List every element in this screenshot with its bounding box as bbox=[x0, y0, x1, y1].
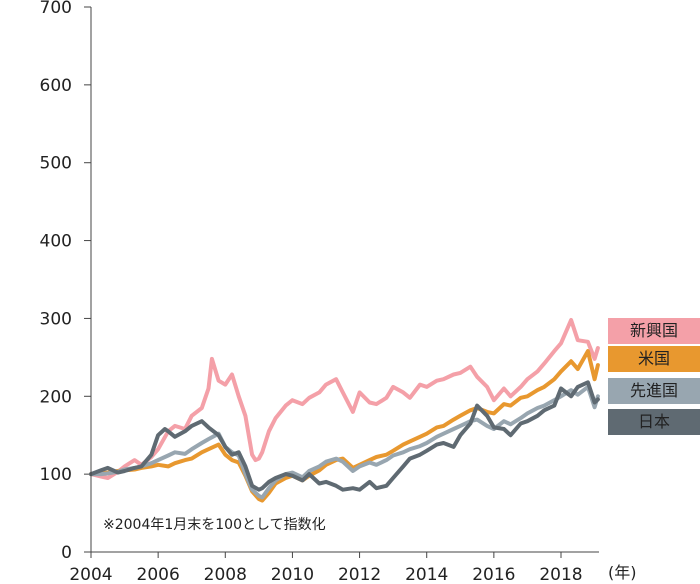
y-tick-label: 0 bbox=[61, 543, 72, 563]
legend-us: 米国 bbox=[608, 346, 700, 372]
legend-japan-label: 日本 bbox=[637, 412, 670, 431]
legend-developed: 先進国 bbox=[608, 378, 700, 404]
x-tick-label: 2014 bbox=[405, 565, 448, 584]
y-tick-label: 400 bbox=[40, 232, 72, 252]
y-tick-label: 500 bbox=[40, 154, 72, 174]
y-tick-label: 600 bbox=[40, 76, 72, 96]
x-tick-label: 2012 bbox=[338, 565, 381, 584]
series-lines bbox=[89, 318, 600, 503]
legend-us-label: 米国 bbox=[637, 349, 670, 368]
index-note: ※2004年1月末を100として指数化 bbox=[103, 517, 326, 533]
y-tick-label: 300 bbox=[40, 309, 72, 329]
series-line-us bbox=[89, 349, 600, 503]
y-tick-labels: 0 100 200 300 400 500 600 700 bbox=[40, 0, 72, 563]
series-line-emerging bbox=[89, 318, 600, 480]
x-tick-label: 2008 bbox=[204, 565, 247, 584]
x-tick-label: 2006 bbox=[137, 565, 180, 584]
series-line-japan bbox=[89, 380, 600, 492]
y-tick-label: 700 bbox=[40, 0, 72, 18]
series-line-developed bbox=[89, 384, 600, 500]
y-tick-label: 100 bbox=[40, 465, 72, 485]
x-axis-unit: (年) bbox=[608, 563, 637, 582]
legend-emerging-label: 新興国 bbox=[629, 321, 678, 340]
legend-developed-label: 先進国 bbox=[629, 381, 678, 400]
legend-japan: 日本 bbox=[608, 409, 700, 435]
x-tick-label: 2004 bbox=[69, 565, 112, 584]
x-tick-label: 2018 bbox=[539, 565, 582, 584]
y-gridlines bbox=[84, 6, 91, 553]
legend-emerging: 新興国 bbox=[608, 318, 700, 344]
y-tick-label: 200 bbox=[40, 387, 72, 407]
x-tick-label: 2016 bbox=[472, 565, 515, 584]
x-tick-labels: 2004 2006 2008 2010 2012 2014 2016 2018 bbox=[69, 552, 583, 584]
x-tick-label: 2010 bbox=[271, 565, 314, 584]
